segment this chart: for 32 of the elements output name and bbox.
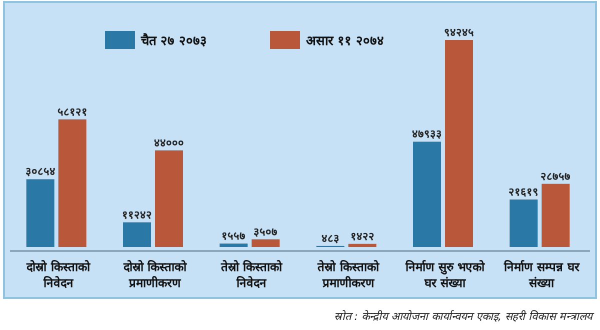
data-label: ४७९३३ xyxy=(412,128,442,141)
data-label: ५८१२१ xyxy=(57,105,88,118)
bar xyxy=(348,244,376,247)
x-tick-label: दोस्रो किस्ताको प्रमाणीकरण xyxy=(122,259,188,291)
bar xyxy=(220,244,248,247)
data-label: ४४००० xyxy=(154,136,184,150)
bar xyxy=(123,222,151,247)
x-tick-label: दोस्रो किस्ताको निवेदन xyxy=(25,259,92,291)
legend-label: चैत २७ २०७३ xyxy=(140,33,208,49)
bar xyxy=(445,40,473,247)
legend-label: असार ११ २०७४ xyxy=(306,34,384,49)
x-tick-label: तेस्रो किस्ताको प्रमाणीकरण xyxy=(316,259,380,291)
data-label: ३०८५४ xyxy=(25,165,56,178)
bar xyxy=(252,239,280,247)
x-tick-label: तेस्रो किस्ताको निवेदन xyxy=(220,259,284,291)
data-label: ९४२४५ xyxy=(444,26,474,39)
bar xyxy=(58,119,86,247)
x-tick-label: निर्माण सम्पन्न घर संख्या xyxy=(502,259,581,291)
bar xyxy=(413,142,441,247)
bar xyxy=(26,179,54,247)
text: स्रोत : केन्द्रीय आयोजना कार्यान्वयन एकाइ, सहरी विकास मन्त्रालय xyxy=(334,309,592,323)
x-tick-label: निर्माण सुरु भएको घर संख्या xyxy=(404,259,486,291)
data-label: १४२२ xyxy=(350,230,374,243)
bar xyxy=(542,184,570,247)
data-label: ३५०७ xyxy=(254,225,278,238)
data-label: १५५७ xyxy=(222,230,246,243)
data-label: ४८३ xyxy=(321,232,340,245)
data-label: २१६१९ xyxy=(508,186,539,199)
data-label: २८७५७ xyxy=(540,170,571,183)
bar xyxy=(510,200,538,247)
bar xyxy=(155,150,183,247)
data-label: ११२४२ xyxy=(122,208,152,222)
